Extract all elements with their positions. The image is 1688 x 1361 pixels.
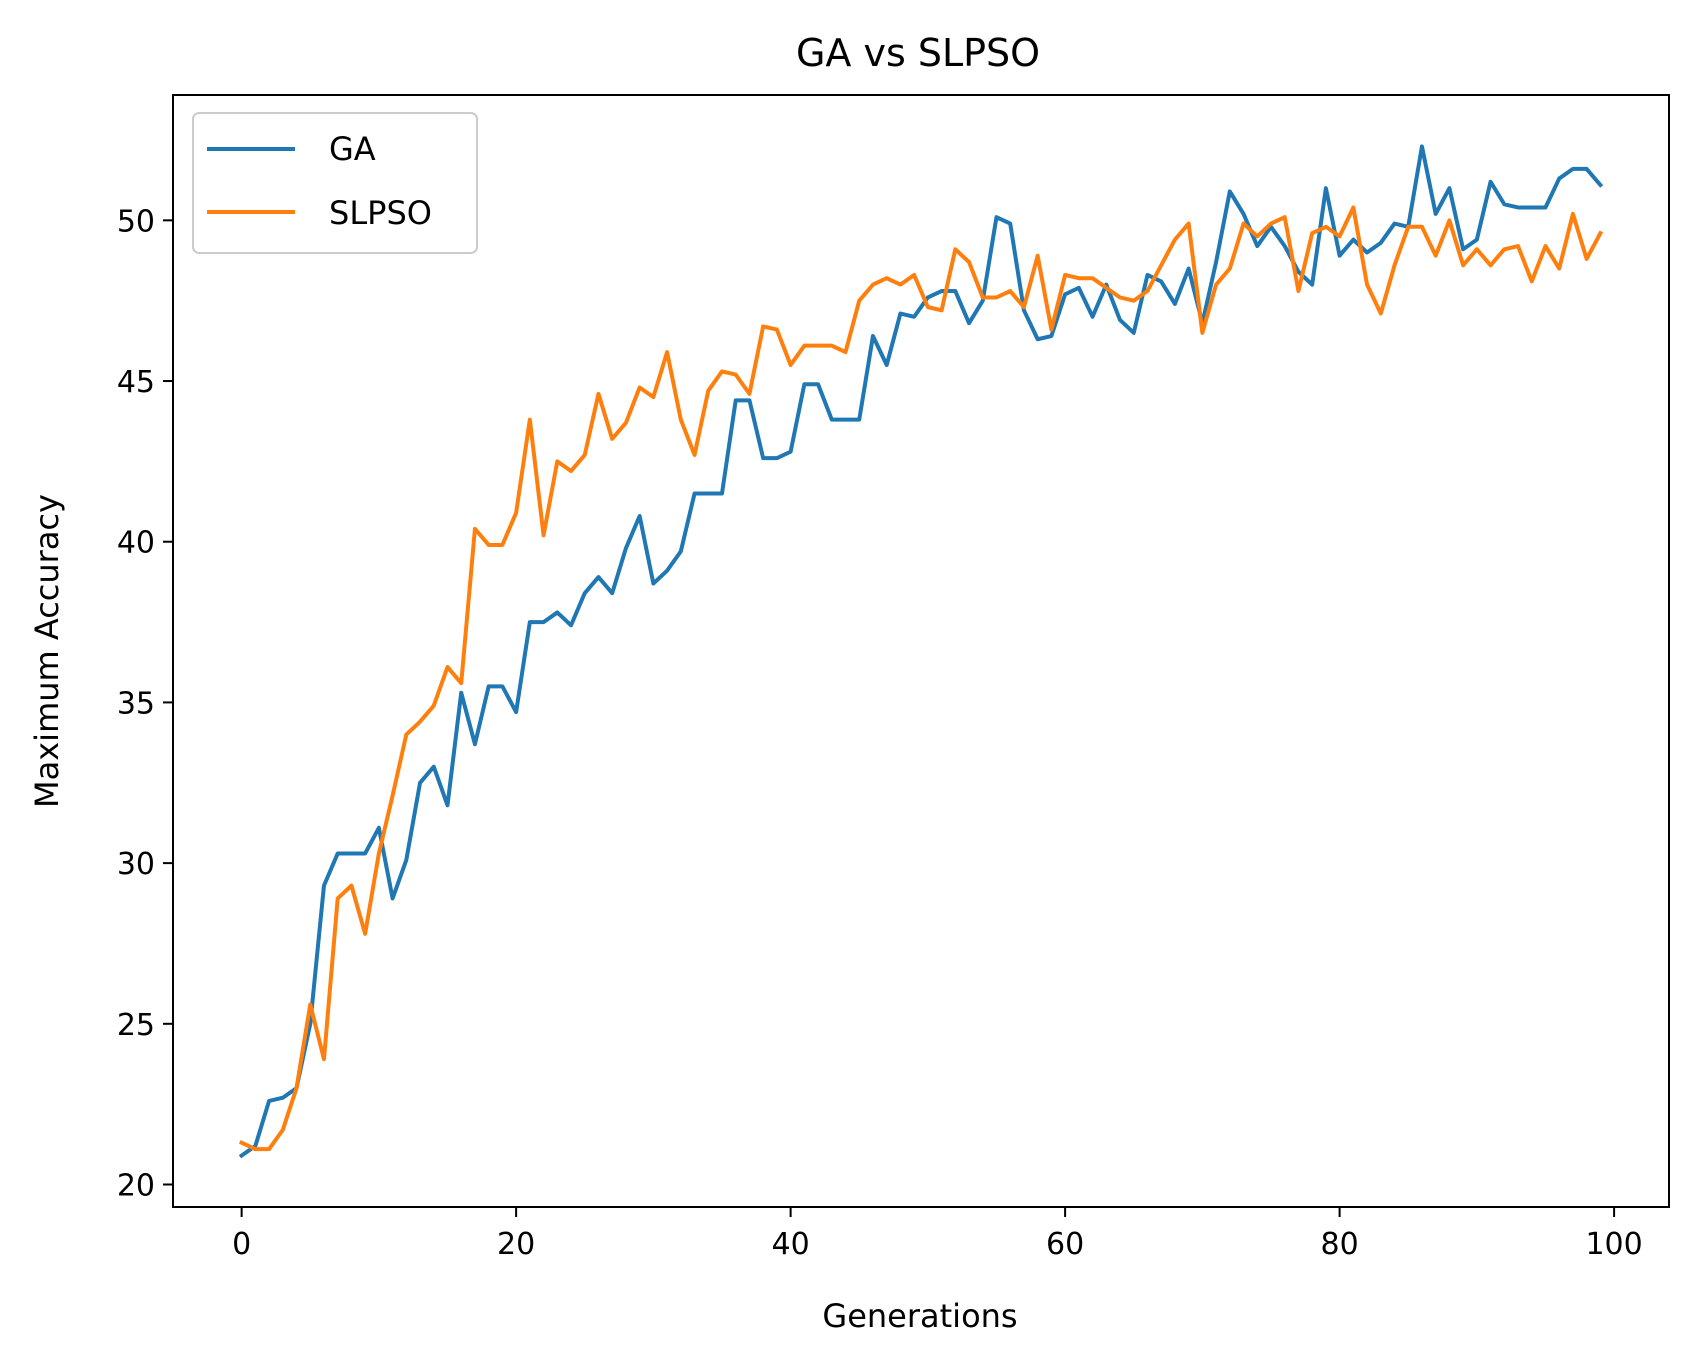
- y-tick-label: 20: [117, 1169, 155, 1204]
- y-axis-label: Maximum Accuracy: [28, 494, 66, 808]
- x-tick-label: 80: [1321, 1227, 1359, 1262]
- y-tick-label: 45: [117, 365, 155, 400]
- y-tick-label: 25: [117, 1008, 155, 1043]
- legend: GA SLPSO: [192, 112, 478, 254]
- plot-frame: [172, 94, 1670, 1208]
- y-tick-label: 40: [117, 526, 155, 561]
- legend-slpso-label: SLPSO: [329, 194, 432, 232]
- series-line-ga: [238, 144, 1604, 1159]
- plot-lines: [238, 144, 1604, 1159]
- x-axis-label: Generations: [822, 1297, 1017, 1335]
- chart-title: GA vs SLPSO: [796, 31, 1040, 75]
- legend-ga-label: GA: [329, 130, 376, 168]
- x-tick-label: 0: [232, 1227, 251, 1262]
- y-tick-label: 30: [117, 847, 155, 882]
- x-tick-label: 100: [1585, 1227, 1642, 1262]
- x-tick-label: 20: [497, 1227, 535, 1262]
- x-axis: 0 20 40 60 80 100: [232, 1207, 1643, 1262]
- y-tick-label: 35: [117, 686, 155, 721]
- x-tick-label: 40: [772, 1227, 810, 1262]
- y-tick-label: 50: [117, 204, 155, 239]
- series-line-slpso: [238, 205, 1604, 1152]
- y-axis: 20 25 30 35 40 45 50: [117, 204, 173, 1204]
- x-tick-label: 60: [1046, 1227, 1084, 1262]
